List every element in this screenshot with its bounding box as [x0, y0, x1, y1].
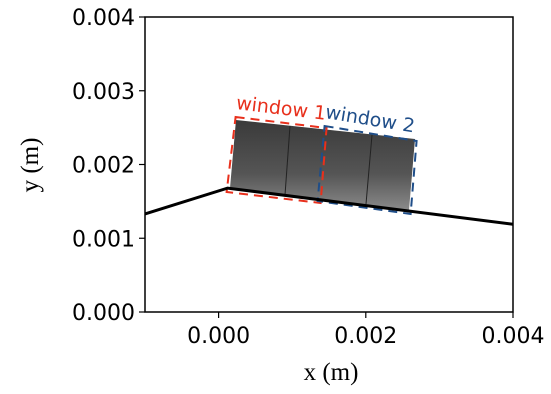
image-seam [284, 125, 291, 196]
field-image [230, 120, 415, 210]
image-seam [365, 134, 373, 205]
window-label: window 1 [235, 92, 327, 125]
y-tick-label: 0.000 [72, 301, 135, 326]
x-tick-label: 0.000 [187, 324, 250, 349]
window-box [225, 115, 328, 205]
y-tick-label: 0.002 [72, 154, 135, 179]
y-tick-label: 0.001 [72, 227, 135, 252]
x-axis-label: x (m) [304, 359, 359, 386]
y-tick-label: 0.003 [72, 80, 135, 105]
x-tick-label: 0.002 [334, 324, 397, 349]
window-box [316, 124, 418, 216]
line [144, 186, 514, 226]
y-tick-label: 0.004 [72, 6, 135, 31]
y-axis-label: y (m) [17, 138, 44, 193]
x-tick-label: 0.004 [482, 324, 545, 349]
